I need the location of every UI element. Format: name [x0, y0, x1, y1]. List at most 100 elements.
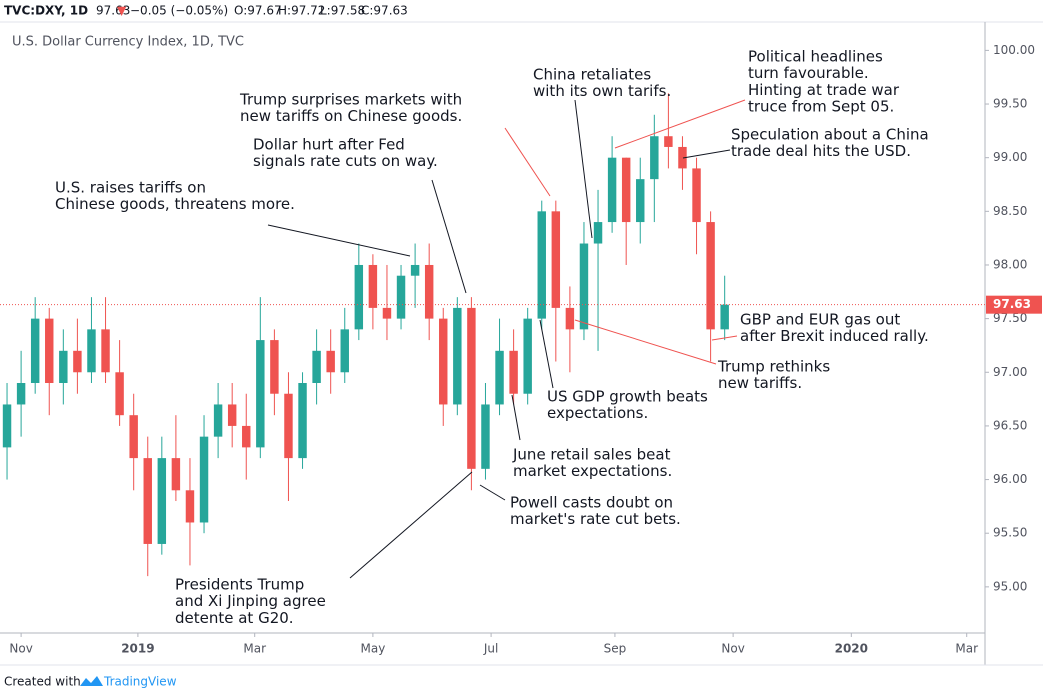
annotation: detente at G20. [175, 609, 294, 627]
x-tick-label: 2020 [835, 642, 868, 656]
y-tick-label: 99.50 [993, 97, 1027, 111]
x-tick-label: Nov [721, 642, 744, 656]
annotation: U.S. raises tariffs on [55, 179, 206, 197]
annotation: signals rate cuts on way. [253, 152, 438, 170]
candle-body [720, 304, 729, 330]
annotation-line [511, 394, 521, 441]
y-tick-label: 99.00 [993, 150, 1027, 164]
open: O:97.67 [234, 4, 282, 18]
annotation: new tariffs. [718, 374, 802, 392]
annotation-line [431, 179, 467, 294]
annotation-line [349, 471, 473, 579]
annotation-line [682, 149, 731, 159]
y-tick-label: 96.50 [993, 418, 1027, 432]
candle-body [199, 436, 209, 523]
close: C:97.63 [361, 4, 408, 18]
annotation: market expectations. [513, 462, 672, 480]
candle-body [115, 372, 124, 416]
chart-title: U.S. Dollar Currency Index, 1D, TVC [12, 35, 244, 50]
candle-body [242, 425, 251, 448]
annotation-line [574, 319, 717, 365]
candle-body [312, 350, 321, 384]
arrow: ▼ [117, 4, 127, 18]
candle-body [453, 307, 462, 405]
candle-body [439, 318, 448, 405]
candle-body [284, 393, 293, 459]
candle-body [256, 340, 265, 448]
annotation: trade deal hits the USD. [731, 142, 911, 160]
y-tick-label: 100.00 [993, 43, 1035, 57]
x-tick-label: Mar [955, 642, 978, 656]
candle-body [87, 329, 96, 373]
annotation-line [539, 319, 554, 389]
y-tick-label: 98.00 [993, 257, 1027, 271]
candle-body [410, 264, 420, 276]
candle-body [579, 243, 589, 330]
x-tick-label: Mar [243, 642, 266, 656]
x-tick-label: May [360, 642, 385, 656]
y-tick-label: 98.50 [993, 204, 1027, 218]
annotation-line [504, 127, 551, 197]
last-price-box [986, 295, 1042, 314]
annotation: and Xi Jinping agree [175, 592, 326, 610]
annotation: expectations. [547, 404, 648, 422]
candle-body [227, 404, 237, 426]
candle-body [30, 318, 40, 384]
annotation: Chinese goods, threatens more. [55, 195, 295, 213]
annotation-line [614, 99, 746, 149]
annotation: Dollar hurt after Fed [253, 136, 405, 154]
symbol: TVC:DXY, 1D [4, 4, 88, 18]
header: TVC:DXY, 1D 97.63 ▼ −0.05 (−0.05%) O:97.… [4, 4, 408, 18]
annotation-line [479, 484, 506, 501]
annotation-lines [267, 99, 746, 579]
candle-body [298, 383, 307, 459]
annotation: China retaliates [533, 66, 651, 84]
annotation-line [711, 335, 738, 341]
candle-body [481, 404, 490, 469]
annotation: GBP and EUR gas out [740, 311, 900, 329]
annotation: Trump rethinks [717, 358, 830, 376]
candle-body [382, 307, 392, 319]
y-tick-label: 97.00 [993, 365, 1027, 379]
candle-body [171, 458, 181, 491]
annotation: turn favourable. [748, 64, 869, 82]
x-tick-label: Nov [9, 642, 32, 656]
last-price: 97.63 [96, 4, 130, 18]
candle-body [650, 136, 659, 180]
annotation: Presidents Trump [175, 576, 304, 594]
candle-body [678, 146, 687, 169]
last-price-label: 97.63 [993, 297, 1031, 311]
footer-text: Created with [4, 675, 81, 689]
brand[interactable]: TradingView [103, 675, 177, 689]
annotation: with its own tarifs. [533, 82, 671, 100]
annotation: June retail sales beat [512, 446, 671, 464]
candle-body [565, 307, 575, 330]
candle-body [551, 211, 561, 308]
footer: Created with TradingView [4, 675, 177, 689]
y-tick-label: 95.50 [993, 526, 1027, 540]
candle-body [368, 264, 378, 308]
candle-body [16, 383, 26, 405]
candle-body [185, 490, 195, 523]
y-tick-label: 95.00 [993, 579, 1027, 593]
candle-body [45, 318, 54, 384]
low: L:97.58 [320, 4, 365, 18]
annotation: truce from Sept 05. [748, 98, 894, 116]
candle-body [692, 168, 701, 223]
candle-body [73, 350, 82, 373]
annotation: Powell casts doubt on [510, 494, 673, 512]
candle-body [59, 350, 68, 384]
candle-body [706, 222, 715, 330]
annotation: Hinting at trade war [748, 81, 900, 99]
candle-body [340, 329, 349, 373]
y-tick-label: 96.00 [993, 472, 1027, 486]
annotation: Trump surprises markets with [239, 91, 462, 109]
candle-body [326, 350, 335, 373]
candle-body [270, 340, 279, 394]
plot [0, 93, 985, 577]
candle-body [143, 458, 152, 544]
candle-body [621, 157, 631, 223]
